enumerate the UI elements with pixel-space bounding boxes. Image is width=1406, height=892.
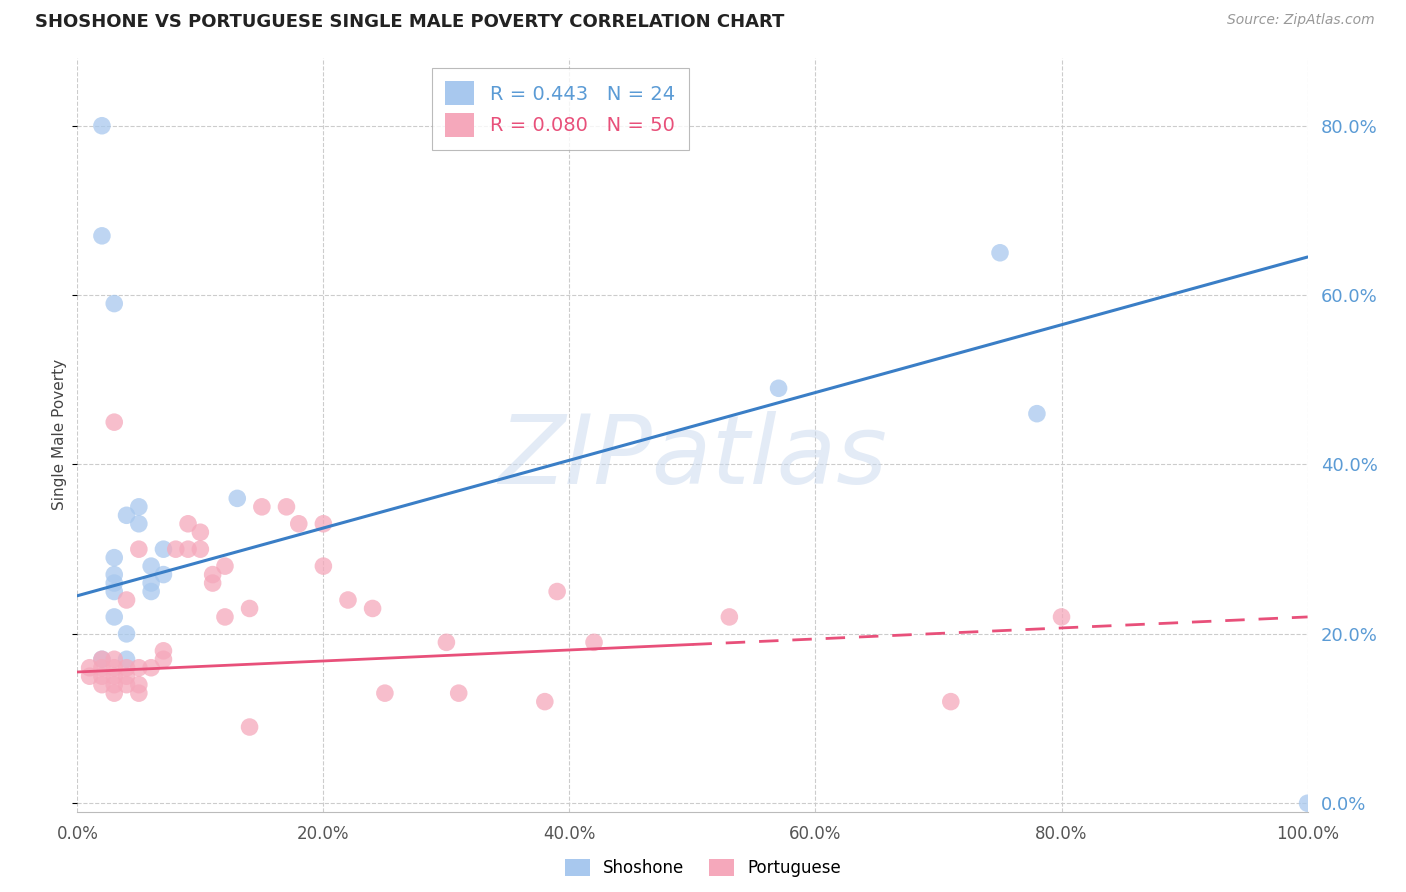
- Point: [250, 500, 273, 514]
- Point: [226, 491, 249, 506]
- Point: [312, 516, 335, 531]
- Point: [115, 627, 138, 641]
- Point: [103, 550, 125, 565]
- Point: [90, 119, 114, 133]
- Point: [152, 567, 174, 582]
- Point: [90, 228, 114, 243]
- Point: [103, 686, 125, 700]
- Point: [177, 516, 200, 531]
- Point: [115, 669, 138, 683]
- Point: [288, 516, 311, 531]
- Point: [177, 542, 200, 557]
- Point: [90, 678, 114, 692]
- Point: [115, 508, 138, 523]
- Point: [141, 559, 163, 574]
- Point: [79, 669, 101, 683]
- Point: [103, 576, 125, 591]
- Point: [214, 610, 236, 624]
- Point: [115, 652, 138, 666]
- Point: [939, 695, 962, 709]
- Point: [141, 584, 163, 599]
- Point: [90, 669, 114, 683]
- Legend: R = 0.443   N = 24, R = 0.080   N = 50: R = 0.443 N = 24, R = 0.080 N = 50: [432, 68, 689, 150]
- Point: [152, 652, 174, 666]
- Point: [128, 661, 150, 675]
- Point: [201, 576, 224, 591]
- Point: [128, 500, 150, 514]
- Point: [90, 661, 114, 675]
- Point: [128, 686, 150, 700]
- Point: [115, 678, 138, 692]
- Point: [79, 661, 101, 675]
- Point: [103, 610, 125, 624]
- Point: [374, 686, 396, 700]
- Point: [768, 381, 790, 395]
- Point: [141, 661, 163, 675]
- Text: ZIPatlas: ZIPatlas: [498, 411, 887, 504]
- Text: Source: ZipAtlas.com: Source: ZipAtlas.com: [1227, 13, 1375, 28]
- Point: [534, 695, 557, 709]
- Point: [141, 576, 163, 591]
- Point: [128, 516, 150, 531]
- Point: [337, 593, 360, 607]
- Point: [312, 559, 335, 574]
- Legend: Shoshone, Portuguese: Shoshone, Portuguese: [558, 852, 848, 884]
- Point: [103, 652, 125, 666]
- Point: [152, 644, 174, 658]
- Point: [239, 720, 262, 734]
- Point: [546, 584, 568, 599]
- Point: [583, 635, 606, 649]
- Point: [1296, 797, 1319, 811]
- Point: [239, 601, 262, 615]
- Point: [103, 584, 125, 599]
- Point: [103, 669, 125, 683]
- Point: [201, 567, 224, 582]
- Point: [190, 525, 212, 540]
- Point: [152, 542, 174, 557]
- Point: [115, 661, 138, 675]
- Point: [1050, 610, 1073, 624]
- Point: [276, 500, 298, 514]
- Point: [103, 661, 125, 675]
- Text: SHOSHONE VS PORTUGUESE SINGLE MALE POVERTY CORRELATION CHART: SHOSHONE VS PORTUGUESE SINGLE MALE POVER…: [35, 13, 785, 31]
- Point: [1026, 407, 1049, 421]
- Point: [988, 245, 1011, 260]
- Y-axis label: Single Male Poverty: Single Male Poverty: [52, 359, 67, 510]
- Point: [190, 542, 212, 557]
- Point: [90, 652, 114, 666]
- Point: [214, 559, 236, 574]
- Point: [128, 678, 150, 692]
- Point: [361, 601, 384, 615]
- Point: [436, 635, 458, 649]
- Point: [103, 296, 125, 310]
- Point: [718, 610, 741, 624]
- Point: [115, 593, 138, 607]
- Point: [90, 652, 114, 666]
- Point: [103, 567, 125, 582]
- Point: [447, 686, 470, 700]
- Point: [103, 415, 125, 429]
- Point: [128, 542, 150, 557]
- Point: [103, 678, 125, 692]
- Point: [165, 542, 187, 557]
